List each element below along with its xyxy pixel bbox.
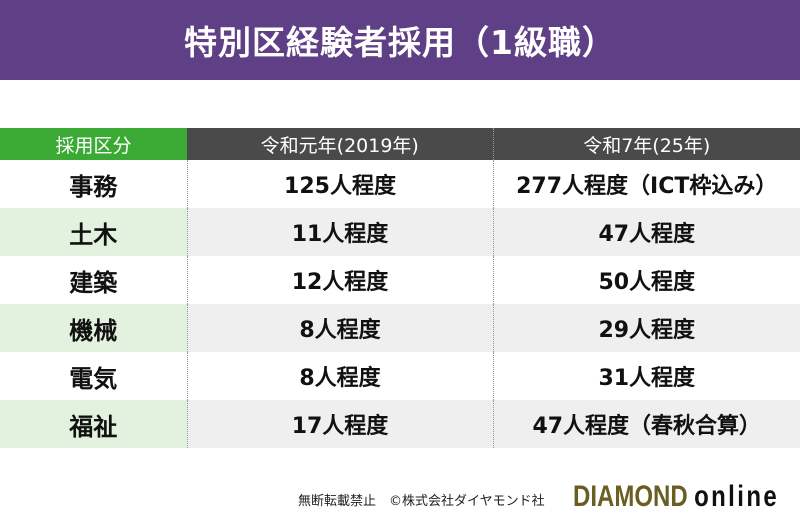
count-2025-cell: 50人程度 (493, 256, 800, 304)
header-2025: 令和7年(25年) (493, 128, 800, 160)
category-cell: 福祉 (0, 400, 187, 448)
table-header: 採用区分 令和元年(2019年) 令和7年(25年) (0, 128, 800, 160)
table-row: 建築 12人程度 50人程度 (0, 256, 800, 304)
table-row: 機械 8人程度 29人程度 (0, 304, 800, 352)
count-2025-cell: 47人程度 (493, 208, 800, 256)
category-cell: 土木 (0, 208, 187, 256)
category-cell: 機械 (0, 304, 187, 352)
header-2019: 令和元年(2019年) (187, 128, 494, 160)
count-2025-cell: 31人程度 (493, 352, 800, 400)
table-row: 土木 11人程度 47人程度 (0, 208, 800, 256)
category-cell: 事務 (0, 160, 187, 208)
table-row: 福祉 17人程度 47人程度（春秋合算） (0, 400, 800, 448)
count-2019-cell: 12人程度 (186, 256, 494, 304)
category-cell: 建築 (0, 256, 187, 304)
category-cell: 電気 (0, 352, 187, 400)
header-category: 採用区分 (0, 128, 187, 160)
page-title: 特別区経験者採用（1級職） (0, 0, 800, 80)
logo-sub: online (694, 480, 780, 513)
table-row: 電気 8人程度 31人程度 (0, 352, 800, 400)
count-2025-cell: 47人程度（春秋合算） (493, 400, 800, 448)
copyright-notice: 無断転載禁止 ©株式会社ダイヤモンド社 (298, 494, 545, 509)
recruitment-table: 採用区分 令和元年(2019年) 令和7年(25年) 事務 125人程度 277人程… (0, 128, 800, 448)
count-2025-cell: 277人程度（ICT枠込み） (493, 160, 800, 208)
count-2025-cell: 29人程度 (493, 304, 800, 352)
count-2019-cell: 11人程度 (186, 208, 494, 256)
table-row: 事務 125人程度 277人程度（ICT枠込み） (0, 160, 800, 208)
count-2019-cell: 17人程度 (186, 400, 494, 448)
diamond-online-logo: DIAMOND online (573, 480, 779, 514)
count-2019-cell: 8人程度 (186, 352, 494, 400)
count-2019-cell: 125人程度 (186, 160, 494, 208)
count-2019-cell: 8人程度 (186, 304, 494, 352)
logo-main: DIAMOND (573, 480, 688, 513)
